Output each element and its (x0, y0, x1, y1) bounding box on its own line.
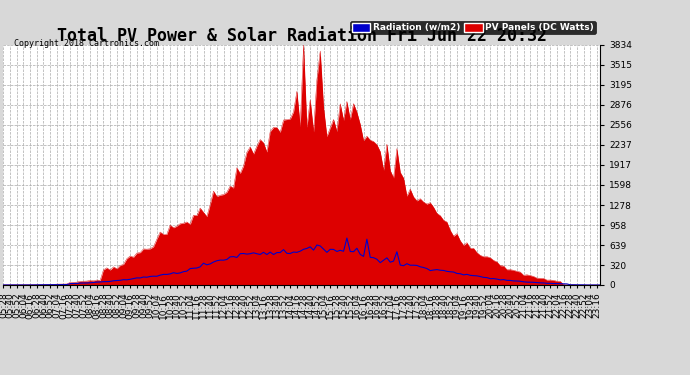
Legend: Radiation (w/m2), PV Panels (DC Watts): Radiation (w/m2), PV Panels (DC Watts) (350, 21, 595, 34)
Text: Copyright 2018 Cartronics.com: Copyright 2018 Cartronics.com (14, 39, 159, 48)
Title: Total PV Power & Solar Radiation Fri Jun 22 20:32: Total PV Power & Solar Radiation Fri Jun… (57, 27, 547, 45)
